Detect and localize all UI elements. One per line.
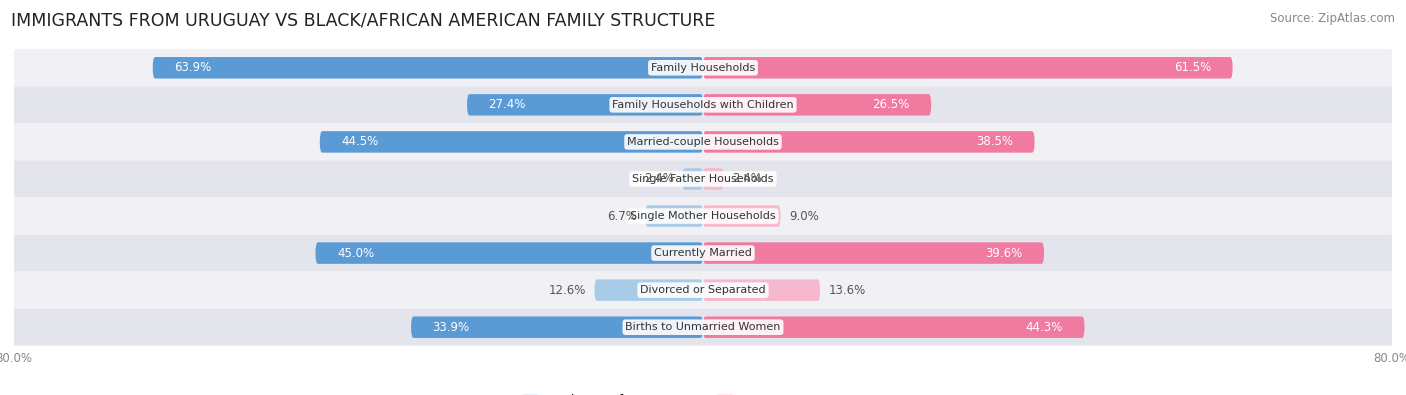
Text: 63.9%: 63.9%: [174, 61, 211, 74]
Text: 38.5%: 38.5%: [976, 135, 1012, 149]
Text: Single Father Households: Single Father Households: [633, 174, 773, 184]
FancyBboxPatch shape: [703, 57, 1233, 79]
FancyBboxPatch shape: [14, 308, 1392, 346]
FancyBboxPatch shape: [467, 94, 703, 116]
FancyBboxPatch shape: [703, 316, 1084, 338]
FancyBboxPatch shape: [14, 87, 1392, 123]
FancyBboxPatch shape: [682, 168, 703, 190]
FancyBboxPatch shape: [703, 205, 780, 227]
Legend: Immigrants from Uruguay, Black/African American: Immigrants from Uruguay, Black/African A…: [522, 394, 884, 395]
Text: 9.0%: 9.0%: [789, 209, 818, 222]
FancyBboxPatch shape: [703, 243, 1045, 264]
Text: 44.5%: 44.5%: [342, 135, 378, 149]
Text: IMMIGRANTS FROM URUGUAY VS BLACK/AFRICAN AMERICAN FAMILY STRUCTURE: IMMIGRANTS FROM URUGUAY VS BLACK/AFRICAN…: [11, 12, 716, 30]
Text: 2.4%: 2.4%: [733, 173, 762, 186]
FancyBboxPatch shape: [319, 131, 703, 152]
FancyBboxPatch shape: [703, 279, 820, 301]
Text: Births to Unmarried Women: Births to Unmarried Women: [626, 322, 780, 332]
FancyBboxPatch shape: [14, 160, 1392, 198]
Text: Family Households with Children: Family Households with Children: [612, 100, 794, 110]
FancyBboxPatch shape: [14, 123, 1392, 160]
Text: 44.3%: 44.3%: [1026, 321, 1063, 334]
FancyBboxPatch shape: [645, 205, 703, 227]
FancyBboxPatch shape: [153, 57, 703, 79]
Text: 45.0%: 45.0%: [337, 246, 374, 260]
Text: Family Households: Family Households: [651, 63, 755, 73]
Text: 12.6%: 12.6%: [548, 284, 586, 297]
Text: Single Mother Households: Single Mother Households: [630, 211, 776, 221]
Text: 26.5%: 26.5%: [873, 98, 910, 111]
FancyBboxPatch shape: [14, 49, 1392, 87]
FancyBboxPatch shape: [703, 94, 931, 116]
FancyBboxPatch shape: [411, 316, 703, 338]
Text: 33.9%: 33.9%: [433, 321, 470, 334]
FancyBboxPatch shape: [703, 168, 724, 190]
FancyBboxPatch shape: [703, 131, 1035, 152]
Text: Divorced or Separated: Divorced or Separated: [640, 285, 766, 295]
Text: 61.5%: 61.5%: [1174, 61, 1211, 74]
Text: 2.4%: 2.4%: [644, 173, 673, 186]
FancyBboxPatch shape: [14, 198, 1392, 235]
Text: Married-couple Households: Married-couple Households: [627, 137, 779, 147]
Text: Currently Married: Currently Married: [654, 248, 752, 258]
FancyBboxPatch shape: [315, 243, 703, 264]
FancyBboxPatch shape: [595, 279, 703, 301]
FancyBboxPatch shape: [14, 235, 1392, 272]
Text: Source: ZipAtlas.com: Source: ZipAtlas.com: [1270, 12, 1395, 25]
Text: 39.6%: 39.6%: [986, 246, 1022, 260]
Text: 27.4%: 27.4%: [488, 98, 526, 111]
FancyBboxPatch shape: [14, 272, 1392, 308]
Text: 6.7%: 6.7%: [607, 209, 637, 222]
Text: 13.6%: 13.6%: [828, 284, 866, 297]
